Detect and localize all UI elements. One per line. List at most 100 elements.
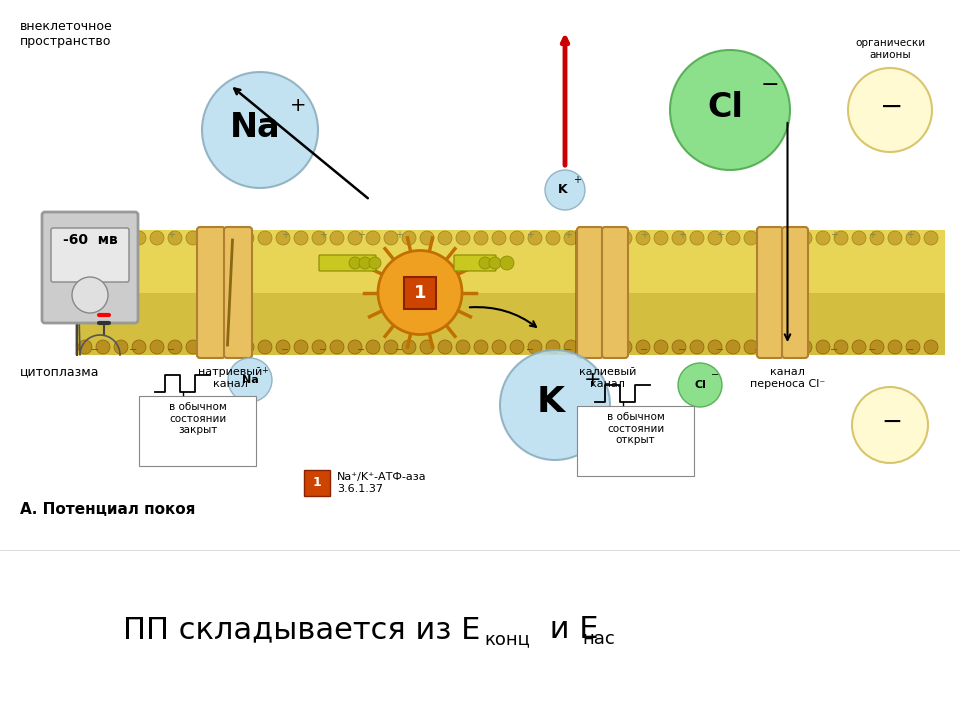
Circle shape bbox=[348, 340, 362, 354]
Circle shape bbox=[369, 257, 381, 269]
Circle shape bbox=[359, 257, 371, 269]
Circle shape bbox=[258, 231, 272, 245]
Circle shape bbox=[492, 231, 506, 245]
Circle shape bbox=[489, 257, 501, 269]
Circle shape bbox=[848, 68, 932, 152]
Text: −: − bbox=[640, 345, 648, 355]
Circle shape bbox=[456, 231, 470, 245]
Circle shape bbox=[564, 231, 578, 245]
Circle shape bbox=[618, 340, 632, 354]
Circle shape bbox=[816, 231, 830, 245]
Circle shape bbox=[564, 340, 578, 354]
Circle shape bbox=[924, 340, 938, 354]
Circle shape bbox=[500, 256, 514, 270]
Circle shape bbox=[546, 231, 560, 245]
Circle shape bbox=[834, 231, 848, 245]
Text: +: + bbox=[526, 230, 534, 240]
Circle shape bbox=[888, 231, 902, 245]
Circle shape bbox=[114, 231, 128, 245]
Text: +: + bbox=[357, 230, 365, 240]
Circle shape bbox=[618, 231, 632, 245]
Text: -60  мв: -60 мв bbox=[62, 233, 117, 247]
FancyBboxPatch shape bbox=[304, 470, 330, 496]
Circle shape bbox=[708, 340, 722, 354]
Circle shape bbox=[528, 231, 542, 245]
Text: K: K bbox=[537, 385, 565, 419]
Circle shape bbox=[924, 231, 938, 245]
Circle shape bbox=[294, 340, 308, 354]
Circle shape bbox=[870, 340, 884, 354]
Circle shape bbox=[474, 340, 488, 354]
Text: −: − bbox=[678, 345, 686, 355]
FancyBboxPatch shape bbox=[404, 276, 436, 308]
Text: Cl: Cl bbox=[708, 91, 743, 124]
Text: +: + bbox=[205, 230, 213, 240]
Circle shape bbox=[72, 277, 108, 313]
FancyBboxPatch shape bbox=[42, 212, 138, 323]
Circle shape bbox=[168, 340, 182, 354]
Text: −: − bbox=[880, 93, 903, 121]
Text: −: − bbox=[167, 345, 175, 355]
Text: Cl: Cl bbox=[694, 380, 706, 390]
Circle shape bbox=[438, 231, 452, 245]
Circle shape bbox=[690, 231, 704, 245]
Text: +: + bbox=[261, 366, 269, 374]
FancyBboxPatch shape bbox=[577, 227, 603, 358]
Text: +: + bbox=[573, 175, 581, 185]
Circle shape bbox=[852, 340, 866, 354]
Text: −: − bbox=[564, 345, 572, 355]
Circle shape bbox=[420, 231, 434, 245]
Circle shape bbox=[114, 340, 128, 354]
FancyBboxPatch shape bbox=[319, 255, 376, 271]
Text: в обычном
состоянии
закрыт: в обычном состоянии закрыт bbox=[169, 402, 227, 435]
Circle shape bbox=[510, 340, 524, 354]
Circle shape bbox=[798, 231, 812, 245]
Circle shape bbox=[726, 231, 740, 245]
Text: +: + bbox=[319, 230, 327, 240]
Circle shape bbox=[479, 257, 491, 269]
Circle shape bbox=[678, 363, 722, 407]
Text: +: + bbox=[564, 230, 572, 240]
Circle shape bbox=[636, 340, 650, 354]
Text: натриевый
канал: натриевый канал bbox=[199, 367, 263, 389]
Text: и Е: и Е bbox=[540, 616, 598, 644]
Circle shape bbox=[384, 231, 398, 245]
Circle shape bbox=[96, 231, 110, 245]
Text: +: + bbox=[906, 230, 914, 240]
Circle shape bbox=[258, 340, 272, 354]
Text: внеклеточное
пространство: внеклеточное пространство bbox=[20, 20, 112, 48]
Text: +: + bbox=[585, 370, 602, 390]
Circle shape bbox=[474, 231, 488, 245]
Text: −: − bbox=[830, 345, 838, 355]
Text: канал
переноса Cl⁻: канал переноса Cl⁻ bbox=[750, 367, 826, 389]
FancyBboxPatch shape bbox=[454, 255, 496, 271]
Circle shape bbox=[762, 231, 776, 245]
Text: −: − bbox=[906, 345, 914, 355]
Text: А. Потенциал покоя: А. Потенциал покоя bbox=[20, 503, 196, 518]
Circle shape bbox=[744, 340, 758, 354]
Circle shape bbox=[168, 231, 182, 245]
FancyBboxPatch shape bbox=[757, 227, 783, 358]
Circle shape bbox=[672, 231, 686, 245]
Circle shape bbox=[330, 231, 344, 245]
Text: +: + bbox=[167, 230, 175, 240]
Circle shape bbox=[204, 340, 218, 354]
Circle shape bbox=[222, 231, 236, 245]
Circle shape bbox=[726, 340, 740, 354]
Circle shape bbox=[670, 50, 790, 170]
Text: +: + bbox=[678, 230, 686, 240]
Circle shape bbox=[78, 231, 92, 245]
Circle shape bbox=[420, 340, 434, 354]
Circle shape bbox=[654, 340, 668, 354]
FancyBboxPatch shape bbox=[224, 227, 252, 358]
FancyBboxPatch shape bbox=[51, 228, 129, 282]
Circle shape bbox=[672, 340, 686, 354]
FancyBboxPatch shape bbox=[75, 230, 945, 292]
Circle shape bbox=[240, 231, 254, 245]
Circle shape bbox=[780, 231, 794, 245]
Circle shape bbox=[816, 340, 830, 354]
Circle shape bbox=[240, 340, 254, 354]
Circle shape bbox=[384, 340, 398, 354]
Circle shape bbox=[132, 231, 146, 245]
Circle shape bbox=[870, 231, 884, 245]
